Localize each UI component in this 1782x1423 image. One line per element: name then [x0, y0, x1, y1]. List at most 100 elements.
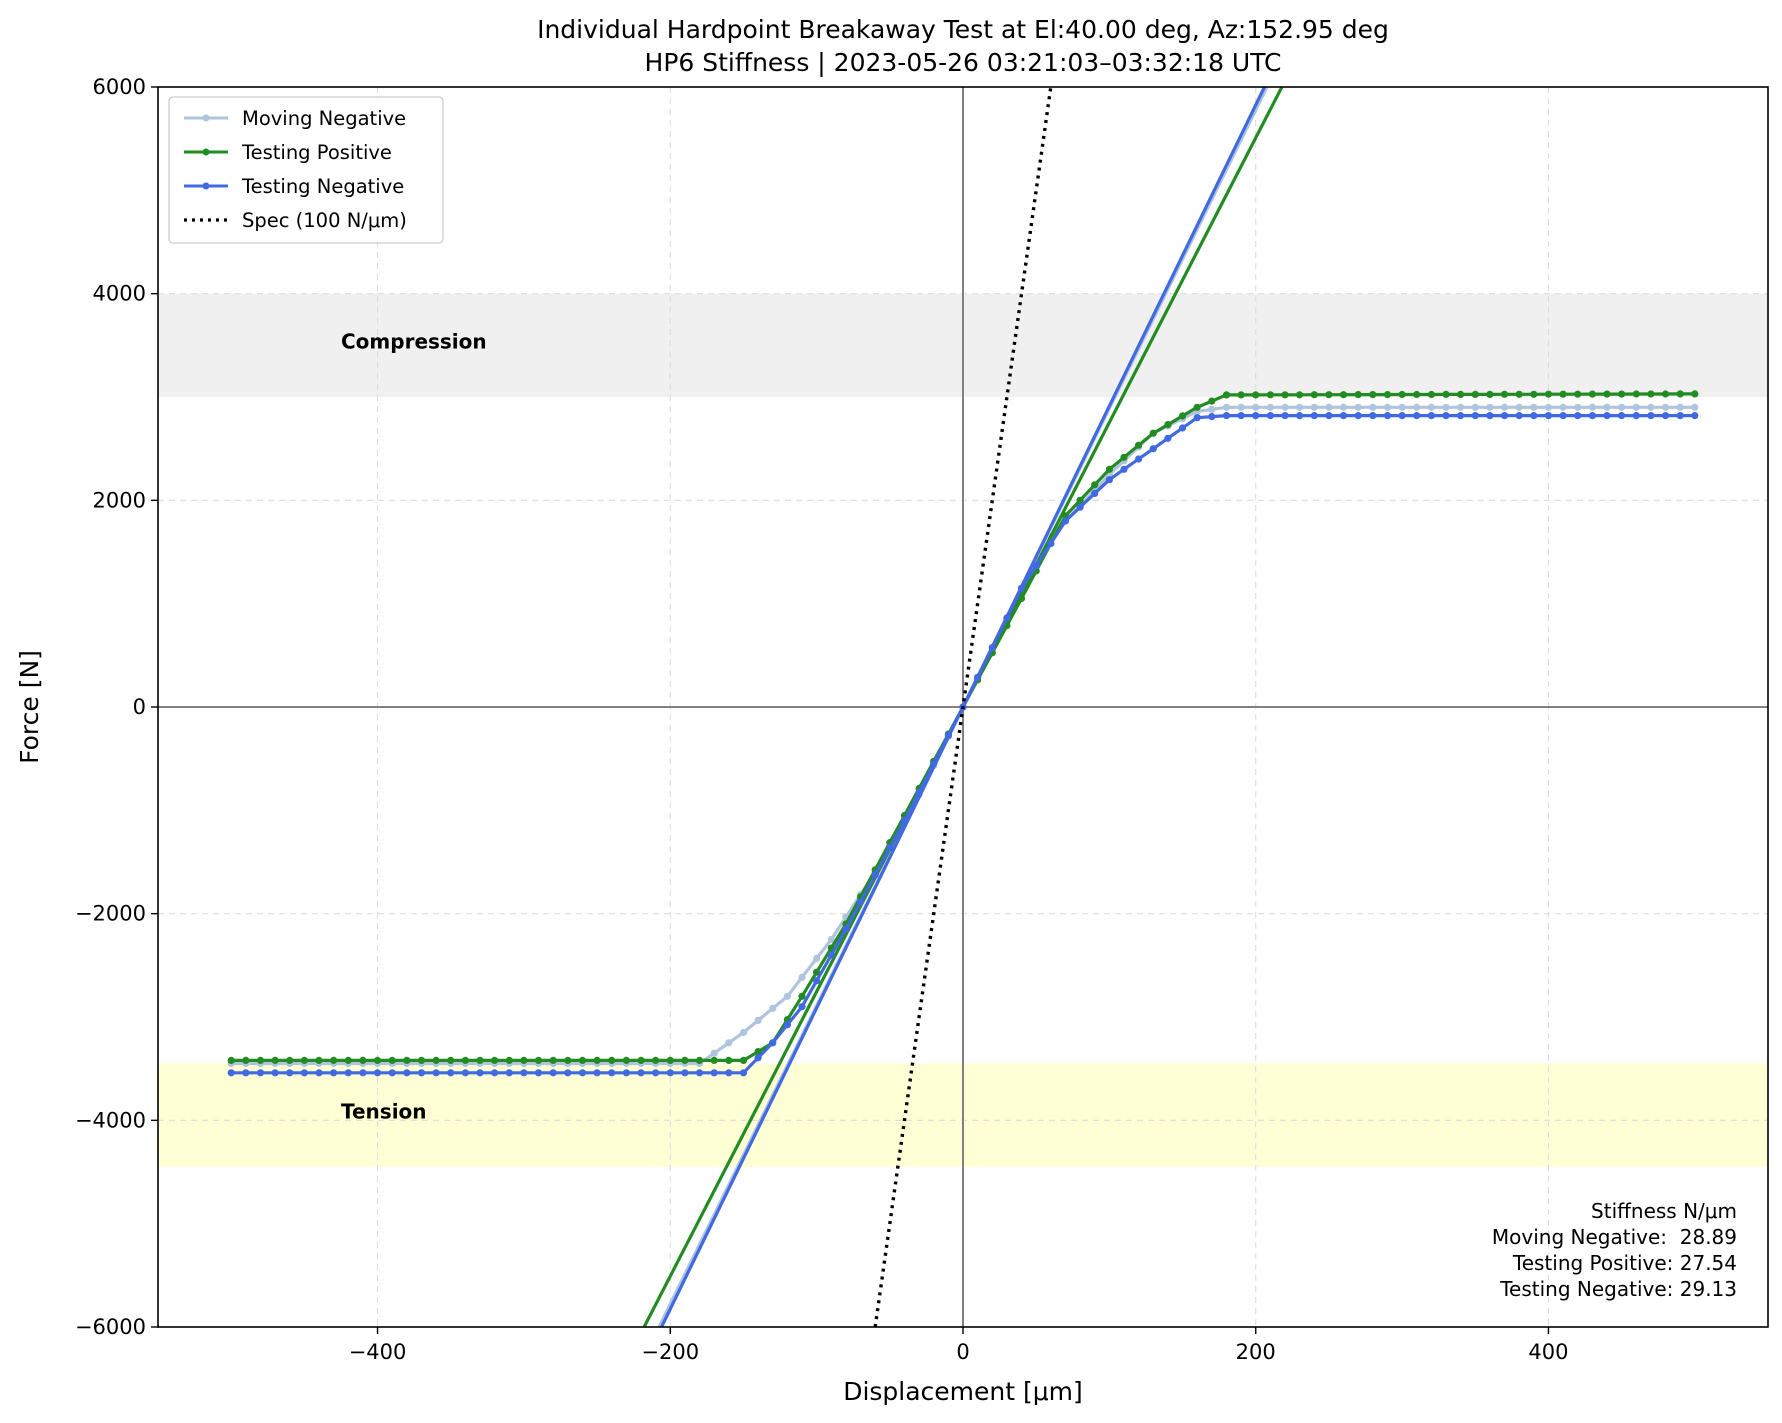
data-point-testing-positive — [1296, 391, 1304, 399]
data-point-testing-positive — [286, 1056, 294, 1064]
stiffness-box: Stiffness N/μm Moving Negative: 28.89 Te… — [1492, 1199, 1737, 1301]
x-tick-label: −400 — [349, 1340, 407, 1364]
data-point-testing-negative — [1252, 412, 1260, 420]
data-point-testing-positive — [461, 1056, 469, 1064]
data-point-moving-negative — [1237, 403, 1245, 411]
data-point-testing-positive — [1105, 465, 1113, 473]
data-point-testing-negative — [1032, 562, 1040, 570]
data-point-testing-positive — [578, 1056, 587, 1064]
data-point-testing-negative — [271, 1069, 279, 1077]
x-axis-label: Displacement [μm] — [843, 1377, 1083, 1406]
data-point-testing-negative — [1120, 465, 1128, 473]
data-point-testing-negative — [534, 1069, 543, 1077]
data-point-moving-negative — [1398, 403, 1406, 411]
data-point-moving-negative — [1647, 403, 1655, 411]
data-point-testing-positive — [417, 1056, 426, 1064]
data-point-testing-negative — [1588, 412, 1596, 420]
data-point-testing-positive — [1222, 391, 1231, 399]
data-point-testing-negative — [1661, 412, 1670, 420]
stiffness-moving-negative: Moving Negative: 28.89 — [1492, 1225, 1737, 1249]
data-point-testing-negative — [1296, 412, 1304, 420]
data-point-testing-positive — [315, 1056, 323, 1064]
data-point-testing-negative — [608, 1069, 616, 1077]
data-point-testing-negative — [476, 1069, 484, 1077]
chart-subtitle: HP6 Stiffness | 2023-05-26 03:21:03–03:3… — [645, 48, 1282, 77]
data-point-moving-negative — [1471, 403, 1479, 411]
data-point-testing-positive — [520, 1056, 528, 1064]
data-point-testing-positive — [403, 1056, 411, 1064]
stiffness-title: Stiffness N/μm — [1591, 1199, 1737, 1223]
data-point-testing-positive — [622, 1056, 631, 1064]
data-point-testing-negative — [637, 1069, 645, 1077]
data-point-testing-negative — [417, 1069, 426, 1077]
data-point-testing-negative — [783, 1021, 792, 1029]
chart-title: Individual Hardpoint Breakaway Test at E… — [537, 15, 1389, 44]
data-point-testing-positive — [344, 1056, 352, 1064]
data-point-moving-negative — [754, 1016, 762, 1024]
data-point-testing-positive — [300, 1056, 308, 1064]
data-point-moving-negative — [1208, 405, 1216, 413]
data-point-moving-negative — [1442, 403, 1450, 411]
data-point-moving-negative — [1222, 403, 1231, 411]
data-point-testing-negative — [1076, 503, 1084, 511]
data-point-testing-positive — [432, 1056, 440, 1064]
y-tick-label: 6000 — [93, 75, 146, 99]
data-point-testing-positive — [1091, 481, 1099, 489]
data-point-testing-negative — [1105, 476, 1113, 484]
data-point-testing-positive — [1252, 391, 1260, 399]
data-point-testing-negative — [1544, 412, 1553, 420]
data-point-testing-negative — [286, 1069, 294, 1077]
data-point-testing-negative — [1559, 412, 1567, 420]
data-point-testing-negative — [330, 1069, 338, 1077]
data-point-testing-positive — [1237, 391, 1245, 399]
data-point-testing-negative — [725, 1069, 733, 1077]
data-point-testing-negative — [447, 1069, 455, 1077]
data-point-testing-positive — [1632, 390, 1640, 398]
data-point-testing-positive — [549, 1056, 557, 1064]
data-point-testing-positive — [1661, 390, 1670, 398]
data-point-moving-negative — [1603, 403, 1611, 411]
data-point-testing-positive — [1574, 390, 1582, 398]
data-point-testing-positive — [227, 1056, 235, 1064]
data-point-testing-positive — [798, 992, 806, 1000]
data-point-testing-negative — [256, 1069, 265, 1077]
data-point-testing-negative — [1632, 412, 1640, 420]
legend-marker-moving-negative — [202, 114, 210, 122]
data-point-moving-negative — [1281, 403, 1289, 411]
data-point-testing-negative — [564, 1069, 572, 1077]
data-point-testing-positive — [373, 1056, 382, 1064]
data-point-testing-negative — [622, 1069, 631, 1077]
legend-box — [168, 96, 444, 244]
data-point-testing-negative — [1486, 412, 1494, 420]
region-label-tension: Tension — [341, 1100, 427, 1124]
data-point-testing-negative — [754, 1054, 762, 1062]
x-tick-label: 400 — [1528, 1340, 1568, 1364]
data-point-testing-positive — [1471, 390, 1479, 398]
data-point-testing-positive — [754, 1048, 762, 1056]
spec-line — [873, 87, 1053, 1327]
legend-label-testing-positive: Testing Positive — [241, 141, 392, 164]
data-point-testing-negative — [1427, 412, 1435, 420]
data-point-testing-negative — [652, 1069, 660, 1077]
data-point-testing-positive — [1383, 391, 1392, 399]
data-point-testing-negative — [886, 844, 894, 852]
data-point-moving-negative — [1574, 403, 1582, 411]
data-point-testing-negative — [1193, 414, 1201, 422]
data-point-moving-negative — [1266, 403, 1274, 411]
x-tick-label: 0 — [956, 1340, 969, 1364]
data-point-testing-positive — [1120, 453, 1128, 461]
data-point-testing-negative — [1647, 412, 1655, 420]
y-tick-label: 0 — [133, 695, 146, 719]
data-point-testing-positive — [1339, 391, 1348, 399]
data-point-testing-positive — [476, 1056, 484, 1064]
data-point-testing-positive — [1413, 390, 1421, 399]
data-point-testing-negative — [1676, 412, 1684, 420]
data-point-testing-negative — [1618, 412, 1626, 420]
data-point-testing-negative — [1603, 412, 1611, 420]
data-point-moving-negative — [813, 954, 821, 963]
data-point-testing-positive — [1588, 390, 1596, 398]
data-point-testing-positive — [608, 1056, 616, 1064]
legend: Moving Negative Testing Positive Testing… — [168, 96, 444, 244]
data-point-moving-negative — [1632, 403, 1640, 411]
